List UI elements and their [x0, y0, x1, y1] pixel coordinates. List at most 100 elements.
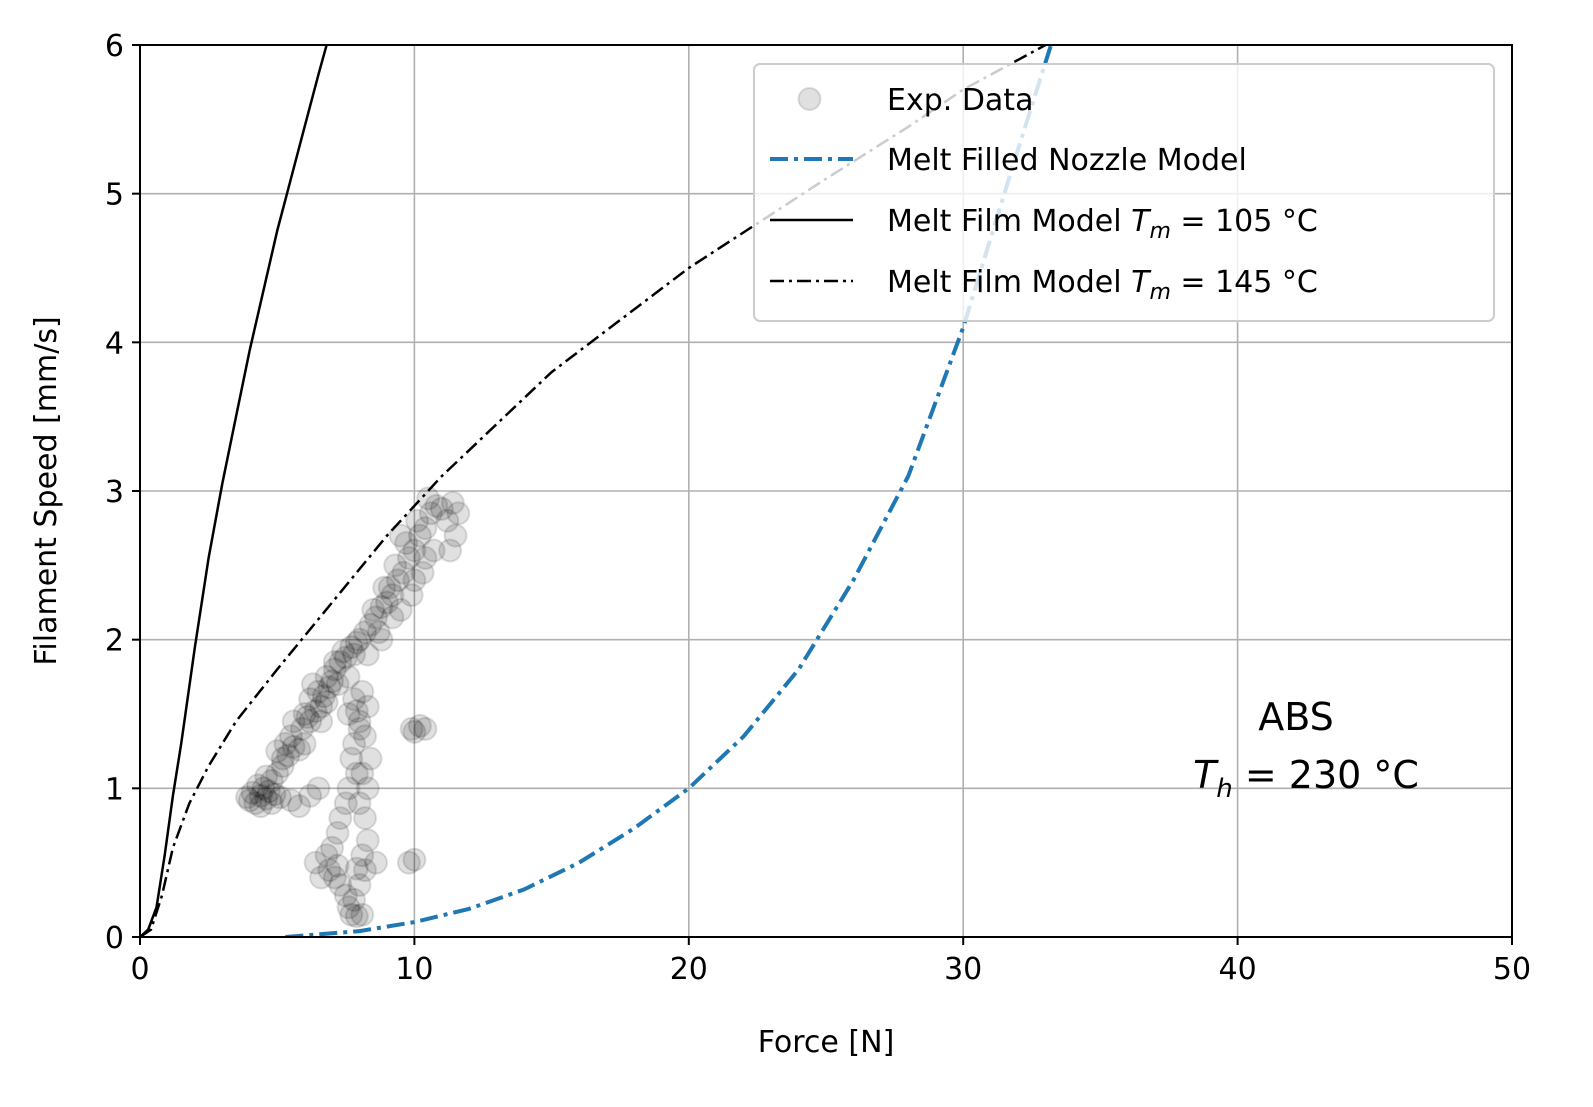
data-point: [325, 820, 350, 845]
data-point: [270, 754, 295, 779]
data-point: [248, 794, 273, 819]
data-point: [309, 694, 334, 719]
data-point: [347, 709, 372, 734]
y-tick-label: 3: [105, 475, 124, 510]
legend-label-melt-film-105-var: T: [1131, 204, 1152, 239]
data-point: [237, 788, 262, 813]
data-point: [251, 776, 276, 801]
data-point: [303, 699, 328, 724]
y-tick-label: 0: [105, 921, 124, 956]
data-point: [259, 791, 284, 816]
data-point: [358, 612, 383, 637]
x-tick-label: 0: [130, 952, 149, 987]
data-point: [314, 690, 339, 715]
data-point: [355, 828, 380, 853]
series-line-2: [140, 45, 328, 937]
data-point: [339, 635, 364, 660]
legend-entry-melt-film-105: Melt Film Model Tm = 105 °C: [770, 204, 1318, 244]
data-point: [385, 568, 410, 593]
y-tick-label: 6: [105, 29, 124, 64]
data-point: [353, 620, 378, 645]
legend-label-melt-film-145-rest: = 145 °C: [1171, 265, 1318, 300]
data-point: [388, 597, 413, 622]
data-point: [287, 737, 312, 762]
data-point: [446, 501, 471, 526]
data-point: [407, 713, 432, 738]
data-point: [292, 702, 317, 726]
data-point: [281, 709, 306, 734]
data-point: [306, 679, 331, 704]
data-point: [243, 791, 268, 816]
data-point: [295, 704, 320, 729]
data-point: [256, 779, 281, 804]
data-point: [424, 493, 449, 518]
data-point: [311, 684, 336, 709]
data-point: [235, 785, 260, 810]
legend-label-melt-film-145: Melt Film Model Tm = 145 °C: [887, 265, 1318, 305]
data-point: [322, 657, 347, 682]
legend-label-melt-film-145-name: Melt Film Model: [887, 265, 1122, 300]
data-point: [325, 853, 350, 878]
annotation-temperature: Th = 230 °C: [1193, 753, 1419, 804]
data-point: [353, 724, 378, 749]
data-point: [394, 531, 419, 556]
data-point: [435, 508, 460, 533]
data-point: [413, 516, 438, 541]
x-tick-label: 20: [670, 952, 708, 987]
y-tick-label: 1: [105, 772, 124, 807]
data-point: [350, 902, 375, 927]
data-point: [399, 716, 424, 741]
plot-area: [140, 45, 1053, 937]
data-point: [402, 568, 427, 593]
data-point: [402, 538, 427, 563]
legend-entry-melt-filled-nozzle: Melt Filled Nozzle Model: [770, 143, 1247, 178]
data-point: [254, 764, 279, 789]
data-point: [380, 583, 405, 608]
data-point: [322, 649, 347, 674]
data-point: [355, 694, 380, 719]
data-point: [413, 545, 438, 570]
data-point: [421, 538, 446, 563]
data-point: [443, 523, 468, 548]
data-point: [320, 835, 345, 860]
data-point: [320, 669, 345, 694]
data-point: [317, 675, 342, 700]
data-point: [339, 746, 364, 771]
data-point: [344, 630, 369, 655]
data-point: [287, 794, 312, 819]
data-point: [363, 850, 388, 875]
data-point: [270, 746, 295, 771]
data-point: [328, 806, 353, 831]
data-point: [377, 575, 402, 600]
data-point: [344, 856, 369, 881]
data-point: [391, 560, 416, 585]
data-point: [262, 782, 287, 807]
data-point: [347, 716, 372, 741]
data-point: [265, 739, 290, 764]
data-point: [336, 895, 361, 920]
x-tick-label: 30: [944, 952, 982, 987]
data-point: [440, 490, 465, 515]
data-point: [350, 679, 375, 704]
data-point: [407, 523, 432, 548]
data-point: [322, 865, 347, 890]
data-point: [278, 724, 303, 749]
legend-label-melt-film-105: Melt Film Model Tm = 105 °C: [887, 204, 1318, 244]
data-point: [331, 639, 356, 664]
data-point: [342, 731, 367, 756]
data-point: [344, 761, 369, 786]
data-point: [410, 560, 435, 585]
data-point: [240, 780, 265, 805]
data-point: [429, 496, 454, 521]
data-point: [388, 523, 413, 548]
data-point: [402, 847, 427, 872]
data-point: [278, 788, 303, 813]
annotation-material: ABS: [1258, 695, 1334, 739]
data-point: [333, 883, 358, 908]
grid: [139, 44, 1513, 938]
legend-box: [753, 63, 1495, 322]
data-point: [281, 734, 306, 759]
data-point: [328, 872, 353, 897]
legend-entry-melt-film-145: Melt Film Model Tm = 145 °C: [770, 265, 1318, 305]
